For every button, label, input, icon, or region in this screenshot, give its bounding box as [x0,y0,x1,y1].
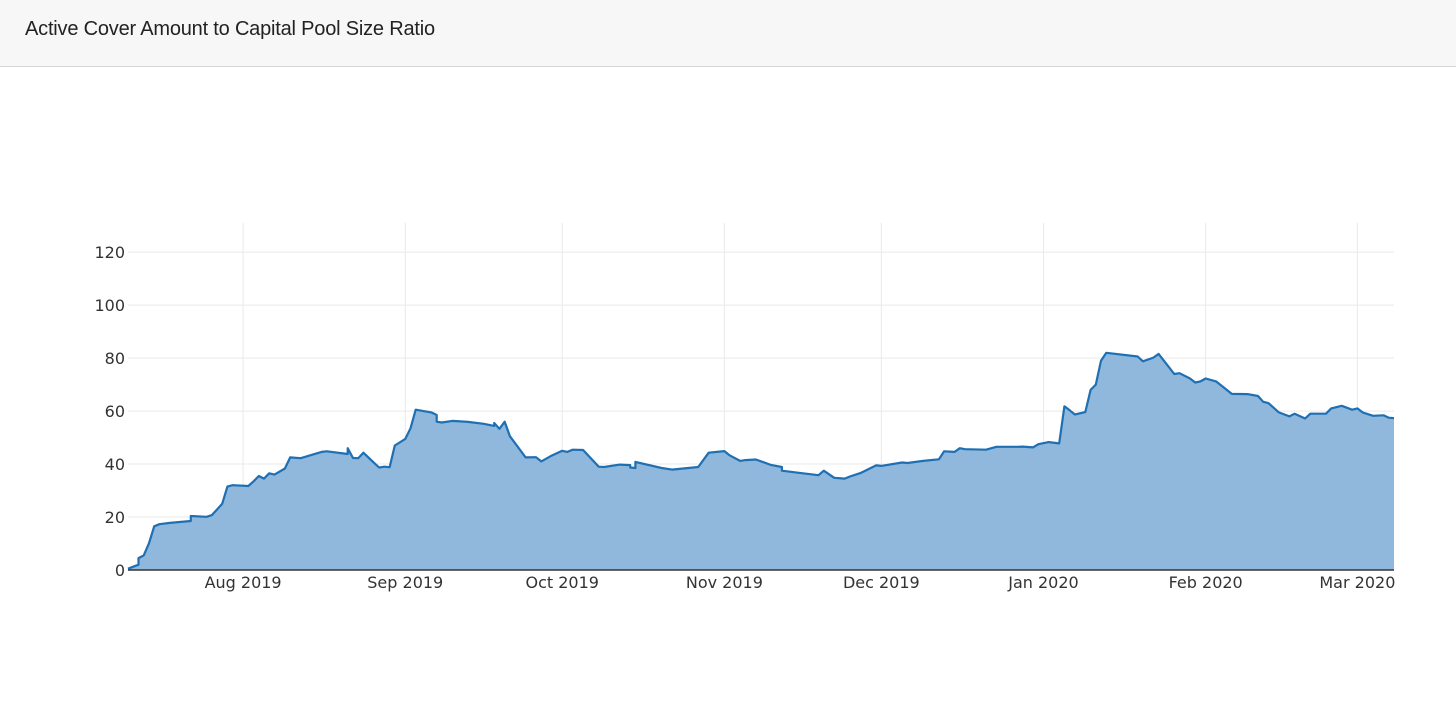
x-tick-label: Dec 2019 [843,573,920,592]
y-tick-label: 20 [105,508,125,527]
series-line [127,351,1395,570]
x-tick-label: Feb 2020 [1169,573,1243,592]
x-tick-label: Jan 2020 [1007,573,1078,592]
x-tick-label: Sep 2019 [367,573,443,592]
y-axis-ticks: 0 20 40 60 80 100 120 [94,243,125,580]
x-tick-label: Mar 2020 [1319,573,1395,592]
chart-area: Aug 2019 Sep 2019 Oct 2019 Nov 2019 Dec 2019… [0,68,1456,696]
y-tick-label: 120 [94,243,125,262]
chart-title: Active Cover Amount to Capital Pool Size… [25,18,435,40]
y-tick-label: 80 [105,349,125,368]
x-tick-label: Aug 2019 [205,573,282,592]
x-axis-ticks: Aug 2019 Sep 2019 Oct 2019 Nov 2019 Dec 2019… [205,573,1396,592]
x-tick-label: Oct 2019 [525,573,598,592]
y-tick-label: 60 [105,402,125,421]
panel-header: Active Cover Amount to Capital Pool Size… [0,0,1456,67]
y-tick-label: 0 [115,561,125,580]
ratio-area-chart: Aug 2019 Sep 2019 Oct 2019 Nov 2019 Dec 2019… [94,223,1396,592]
x-gridlines [242,223,1358,570]
x-tick-label: Nov 2019 [686,573,763,592]
y-tick-label: 40 [105,455,125,474]
y-tick-label: 100 [94,296,125,315]
